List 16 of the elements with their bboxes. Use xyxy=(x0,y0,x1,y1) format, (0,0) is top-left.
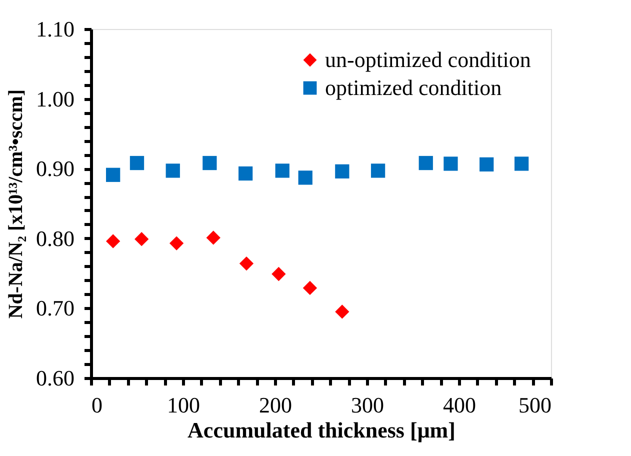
y-tick-label: 1.10 xyxy=(36,16,74,42)
y-tick-label: 0.60 xyxy=(36,366,74,390)
y-tick-label: 1.00 xyxy=(36,86,74,112)
x-tick-label: 400 xyxy=(443,392,476,418)
y-axis-title: Nd-Na/N₂ [x10¹³/cm³•sccm] xyxy=(5,89,27,319)
x-tick-label: 300 xyxy=(351,392,384,418)
x-tick-label: 200 xyxy=(259,392,292,418)
y-tick-label: 0.90 xyxy=(36,156,74,182)
y-tick-label: 0.80 xyxy=(36,226,74,251)
legend-label: un-optimized condition xyxy=(325,47,531,72)
x-tick-label: 500 xyxy=(518,392,552,418)
x-tick-label: 0 xyxy=(92,392,102,418)
x-axis-title: Accumulated thickness [μm] xyxy=(188,418,456,442)
y-tick-label: 0.70 xyxy=(36,296,74,321)
legend-label: optimized condition xyxy=(325,75,502,100)
x-tick-label: 100 xyxy=(167,392,200,418)
